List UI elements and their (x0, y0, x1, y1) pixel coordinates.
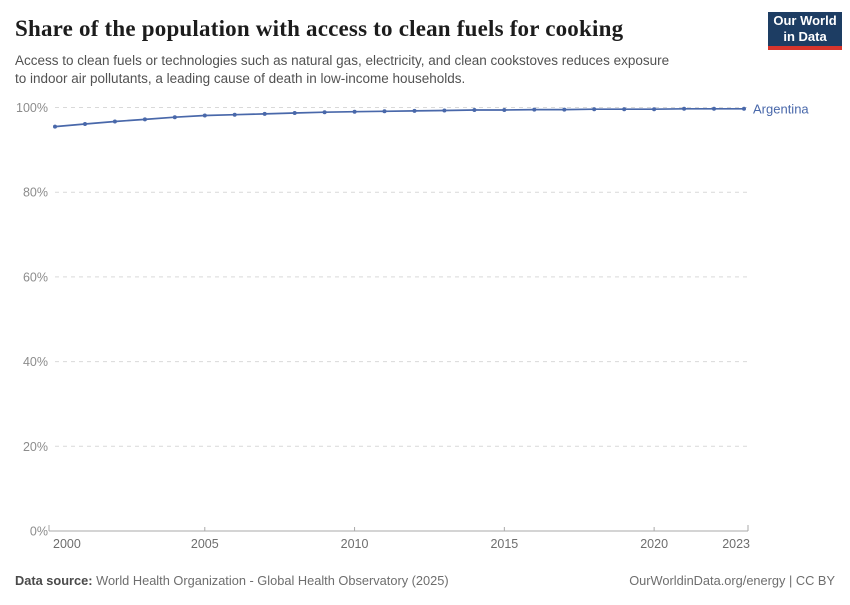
x-tick-label: 2020 (640, 537, 668, 551)
x-tick-label: 2023 (722, 537, 750, 551)
data-point (112, 119, 117, 124)
data-point (262, 111, 267, 116)
y-tick-label: 40% (23, 355, 48, 369)
chart-subtitle-line2: to indoor air pollutants, a leading caus… (15, 70, 466, 86)
data-point (352, 109, 357, 114)
y-tick-label: 100% (16, 101, 48, 115)
data-point (502, 108, 507, 112)
data-source-text: Data source: World Health Organization -… (15, 573, 449, 588)
credit-link[interactable]: OurWorldinData.org/energy | CC BY (629, 573, 835, 588)
chart-footer: Data source: World Health Organization -… (15, 573, 835, 588)
data-point (532, 107, 537, 112)
x-tick-label: 2005 (191, 537, 219, 551)
data-point (442, 108, 447, 113)
x-tick-label: 2015 (490, 537, 518, 551)
data-point (202, 113, 207, 118)
data-point (83, 122, 87, 126)
argentina-line (54, 107, 744, 128)
data-point (232, 112, 237, 117)
owid-logo-line2: in Data (783, 29, 827, 44)
y-tick-label: 80% (23, 186, 48, 200)
owid-logo-line1: Our World (773, 12, 837, 28)
y-tick-label: 0% (30, 525, 48, 539)
x-tick-label: 2000 (53, 537, 81, 551)
x-tick-label: 2010 (341, 537, 369, 551)
data-point (592, 107, 597, 112)
data-point (622, 107, 627, 112)
data-point (472, 108, 477, 112)
entity-label: Argentina (753, 101, 809, 116)
y-tick-label: 20% (23, 440, 48, 454)
data-point (562, 107, 567, 112)
owid-logo[interactable]: Our World in Data (768, 12, 842, 50)
data-source-label: Data source: (15, 573, 93, 588)
chart-title: Share of the population with access to c… (15, 16, 624, 41)
data-point (682, 106, 687, 111)
chart-subtitle-line1: Access to clean fuels or technologies su… (15, 53, 670, 68)
chart-subtitle: Access to clean fuels or technologies su… (15, 52, 669, 87)
data-point (172, 115, 177, 120)
data-point (322, 110, 327, 115)
data-point (53, 124, 57, 129)
data-source-value: World Health Organization - Global Healt… (96, 573, 449, 588)
data-point (652, 107, 657, 112)
data-point (142, 117, 147, 122)
data-point (382, 109, 387, 114)
y-tick-label: 60% (23, 270, 48, 284)
data-point (292, 111, 297, 115)
data-point (742, 106, 746, 111)
data-point (412, 108, 417, 113)
data-point (712, 106, 716, 111)
